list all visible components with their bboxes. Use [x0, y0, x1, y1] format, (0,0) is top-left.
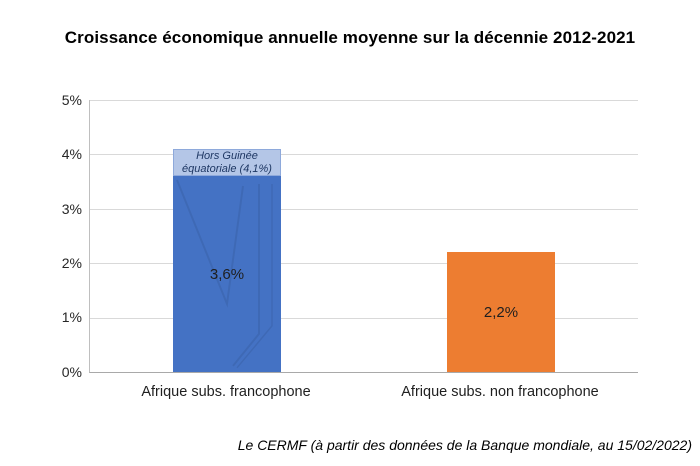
- bar-cap-hors-guinee-equatoriale: Hors Guinée équatoriale (4,1%): [173, 148, 281, 177]
- y-tick-4: 4%: [61, 146, 82, 162]
- gridline-1pct: [90, 317, 638, 319]
- y-tick-5: 5%: [61, 92, 82, 108]
- cap-annotation-line2: équatoriale (4,1%): [182, 162, 272, 175]
- source-attribution: Le CERMF (à partir des données de la Ban…: [237, 437, 692, 453]
- y-tick-2: 2%: [61, 255, 82, 271]
- data-label-non-francophone: 2,2%: [483, 303, 519, 321]
- bar-afrique-non-francophone: 2,2%: [447, 252, 555, 372]
- y-tick-0: 0%: [61, 364, 82, 380]
- chart-title: Croissance économique annuelle moyenne s…: [64, 28, 636, 47]
- bar-afrique-francophone: Hors Guinée équatoriale (4,1%) 3,6%: [173, 148, 281, 372]
- gridline-2pct: [90, 263, 638, 265]
- gridline-3pct: [90, 208, 638, 210]
- y-tick-1: 1%: [61, 309, 82, 325]
- y-tick-3: 3%: [61, 201, 82, 217]
- plot-area: Hors Guinée équatoriale (4,1%) 3,6% 2,2%: [89, 100, 638, 373]
- gridline-5pct: [90, 100, 638, 101]
- category-label-non-francophone: Afrique subs. non francophone: [401, 384, 599, 400]
- data-label-francophone: 3,6%: [209, 265, 245, 283]
- gridline-4pct: [90, 154, 638, 156]
- category-label-francophone: Afrique subs. francophone: [141, 384, 311, 400]
- cap-annotation-line1: Hors Guinée: [196, 150, 258, 163]
